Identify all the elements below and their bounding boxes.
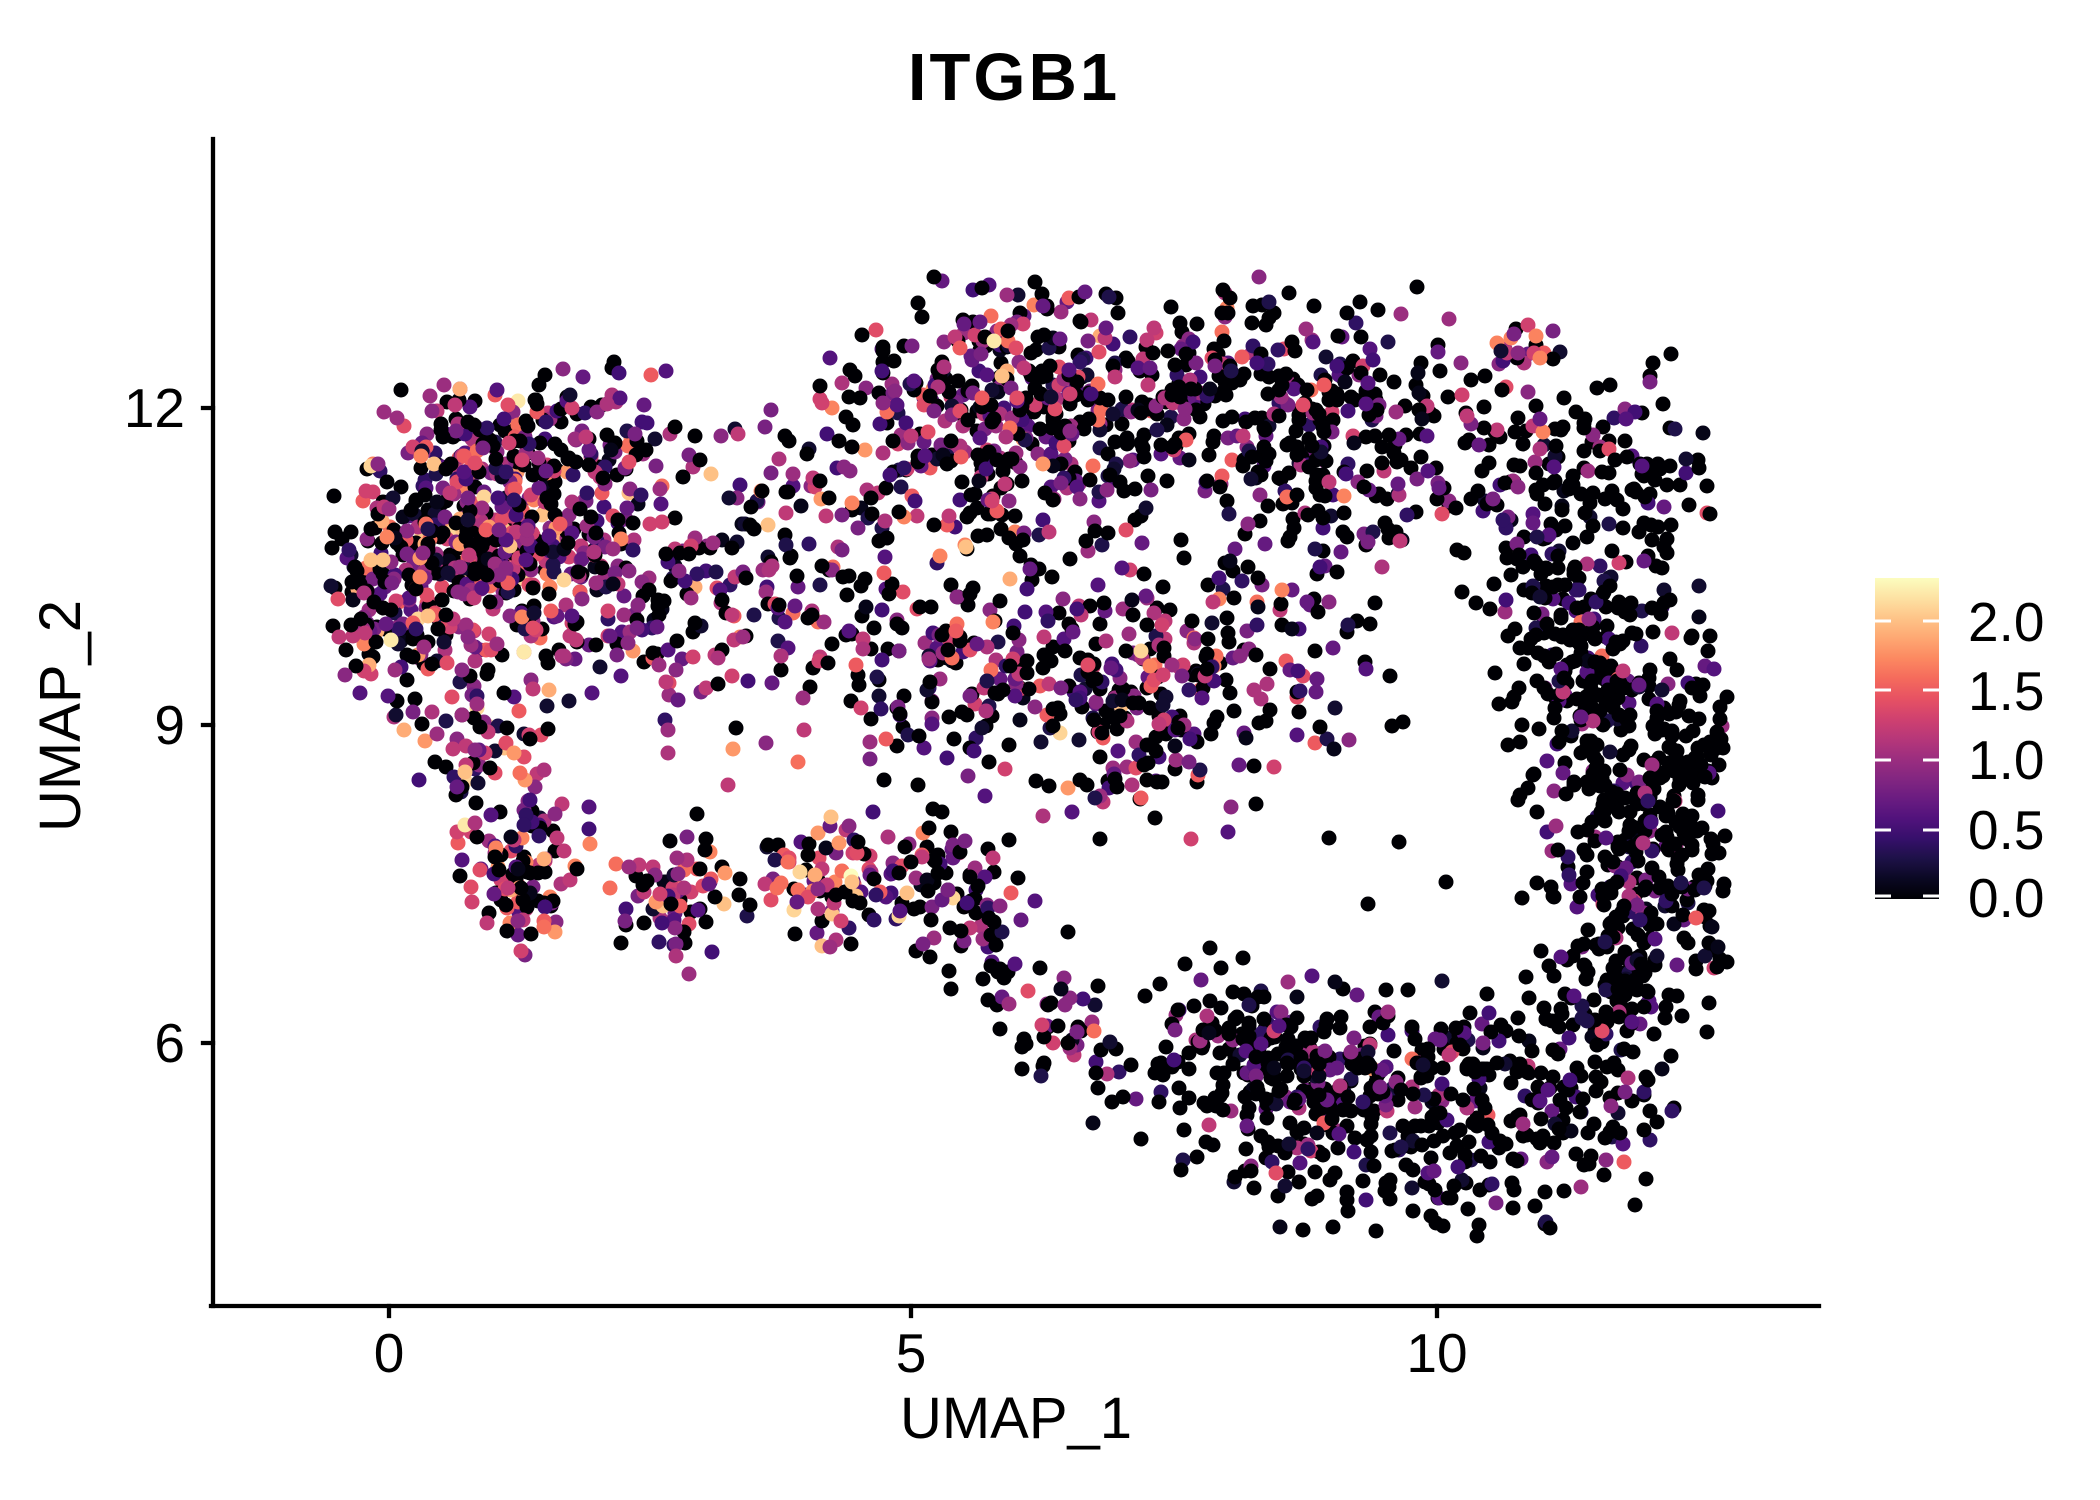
svg-text:0: 0 bbox=[374, 1322, 405, 1384]
svg-text:UMAP_2: UMAP_2 bbox=[28, 600, 93, 832]
svg-text:0.5: 0.5 bbox=[1968, 799, 2044, 861]
svg-text:12: 12 bbox=[124, 377, 185, 439]
svg-text:9: 9 bbox=[154, 694, 185, 756]
svg-text:0.0: 0.0 bbox=[1968, 867, 2044, 929]
svg-text:5: 5 bbox=[896, 1322, 927, 1384]
svg-text:1.0: 1.0 bbox=[1968, 729, 2044, 791]
svg-text:10: 10 bbox=[1406, 1322, 1467, 1384]
svg-text:6: 6 bbox=[154, 1012, 185, 1074]
svg-text:1.5: 1.5 bbox=[1968, 660, 2044, 722]
svg-text:ITGB1: ITGB1 bbox=[908, 40, 1120, 115]
svg-text:UMAP_1: UMAP_1 bbox=[900, 1386, 1132, 1451]
svg-text:2.0: 2.0 bbox=[1968, 591, 2044, 653]
